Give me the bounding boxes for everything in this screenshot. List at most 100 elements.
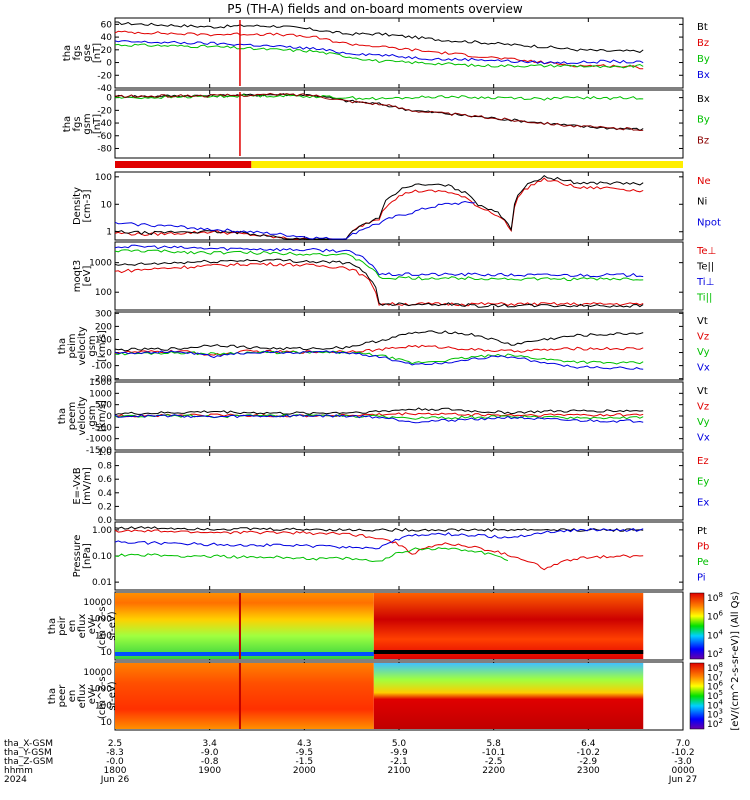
series-line-Vt xyxy=(114,407,644,416)
ephemeris-value: 2.5 xyxy=(108,739,122,749)
mode-bar-segment xyxy=(115,161,252,168)
y-tick-label: 0.8 xyxy=(98,462,113,472)
legend-Ti||: Ti|| xyxy=(696,293,712,304)
y-tick-label: 0 xyxy=(106,412,112,422)
ephemeris-value: -10.1 xyxy=(482,748,505,758)
y-tick-label: 1.00 xyxy=(92,526,112,536)
colorbar xyxy=(689,662,705,730)
y-tick-label: 1000 xyxy=(89,389,112,399)
y-tick-label: -100 xyxy=(92,362,113,372)
y-tick-label: -1500 xyxy=(86,446,112,456)
panel-frame xyxy=(114,17,684,89)
y-tick-label: 500 xyxy=(95,401,112,411)
y-tick-label: 0 xyxy=(106,94,112,104)
ephemeris-value: -0.0 xyxy=(106,757,124,767)
ephemeris-value: -9.0 xyxy=(201,748,219,758)
y-axis-label: velocity xyxy=(77,396,88,435)
ephemeris-value: 5.0 xyxy=(392,739,407,749)
x-tick-label: 0000 xyxy=(672,766,695,776)
legend-Npot: Npot xyxy=(697,217,721,228)
y-axis-label: [cm-3] xyxy=(82,189,93,222)
y-axis-label: fgs xyxy=(72,45,83,60)
y-tick-label: 1000 xyxy=(89,259,112,269)
ephemeris-value: -10.2 xyxy=(577,748,600,758)
y-tick-label: 10 xyxy=(101,718,113,728)
series-line-Bz xyxy=(114,92,644,132)
y-axis-label: gsm xyxy=(87,335,98,356)
legend-Pt: Pt xyxy=(697,526,707,537)
y-axis-label: Density xyxy=(72,187,83,225)
x-tick-label: 2100 xyxy=(388,766,411,776)
y-tick-label: 200 xyxy=(95,322,112,332)
y-axis-label: fgs xyxy=(72,116,83,131)
ephemeris-value: -9.9 xyxy=(390,748,408,758)
y-tick-label: -1000 xyxy=(86,435,112,445)
y-tick-label: -40 xyxy=(97,119,112,129)
y-axis-label: (cm^2-s- xyxy=(97,672,108,719)
y-tick-label: 0.01 xyxy=(92,578,112,588)
y-axis-label: moqt3 xyxy=(72,260,83,293)
y-axis-label: E=-VxB xyxy=(72,467,83,504)
y-tick-label: 100 xyxy=(95,335,112,345)
y-tick-label: 20 xyxy=(101,46,113,56)
ephemeris-row-label: tha_Y-GSM xyxy=(4,748,52,758)
y-tick-label: 0.2 xyxy=(98,502,112,512)
series-line-Vx xyxy=(114,414,644,424)
mode-bar-segment xyxy=(251,161,683,168)
y-tick-label: -20 xyxy=(97,71,112,81)
y-tick-label: 40 xyxy=(101,33,113,43)
ephemeris-value: -8.3 xyxy=(106,748,124,758)
series-line-Pi xyxy=(114,528,644,550)
ephemeris-value: 5.8 xyxy=(487,739,502,749)
y-axis-label: tha xyxy=(47,688,58,704)
y-tick-label: 100 xyxy=(95,173,112,183)
y-tick-label: 10000 xyxy=(83,598,112,608)
series-line-Vt xyxy=(114,330,644,352)
y-axis-label: Pressure xyxy=(72,535,83,578)
ephemeris-value: -2.9 xyxy=(580,757,598,767)
y-axis-label: velocity xyxy=(77,326,88,365)
ephemeris-value: 3.4 xyxy=(203,739,218,749)
panel-frame xyxy=(114,241,684,311)
y-axis-label: en xyxy=(67,690,78,703)
series-line-Pb xyxy=(114,529,644,571)
colorbar-tick-label: 102 xyxy=(707,647,723,660)
legend-Vz: Vz xyxy=(697,402,709,413)
y-tick-label: 10000 xyxy=(83,668,112,678)
y-tick-label: 60 xyxy=(101,20,113,30)
ephemeris-row-label: tha_X-GSM xyxy=(4,739,53,749)
legend-Pb: Pb xyxy=(697,542,709,553)
x-tick-label: 1800 xyxy=(104,766,127,776)
y-tick-label: 300 xyxy=(95,309,112,319)
spectrogram-band xyxy=(373,593,644,659)
series-line-Te⊥ xyxy=(114,262,644,307)
ephemeris-value: -9.5 xyxy=(296,748,314,758)
y-axis-label: sr-eV) xyxy=(107,681,118,710)
y-axis-label: gsm xyxy=(82,113,93,134)
series-line-Bt xyxy=(115,21,644,53)
series-line-Bx xyxy=(114,40,644,65)
y-tick-label: -80 xyxy=(97,144,112,154)
series-line-Npot xyxy=(114,200,475,240)
date-label: Jun 27 xyxy=(668,775,697,785)
ephemeris-row-label: tha_Z-GSM xyxy=(4,757,53,767)
y-axis-label: [km/s] xyxy=(97,330,108,362)
ephemeris-value: -2.1 xyxy=(390,757,408,767)
y-axis-label: eflux xyxy=(77,614,88,639)
series-line-Bz xyxy=(114,30,644,70)
legend-Ti⊥: Ti⊥ xyxy=(696,277,714,288)
y-axis-label: eflux xyxy=(77,684,88,709)
y-axis-label: [nPa] xyxy=(82,543,93,569)
y-axis-label: en xyxy=(67,620,78,633)
colorbar xyxy=(689,592,705,660)
y-tick-label: 1000 xyxy=(89,615,112,625)
y-axis-label: tha xyxy=(57,338,68,354)
legend-Vt: Vt xyxy=(697,386,708,397)
legend-Vz: Vz xyxy=(697,332,709,343)
y-tick-label: 1000 xyxy=(89,685,112,695)
spectrogram-band xyxy=(373,663,644,729)
date-label: Jun 26 xyxy=(100,775,130,785)
y-axis-label: peim xyxy=(67,333,78,358)
legend-Ey: Ey xyxy=(697,477,709,488)
